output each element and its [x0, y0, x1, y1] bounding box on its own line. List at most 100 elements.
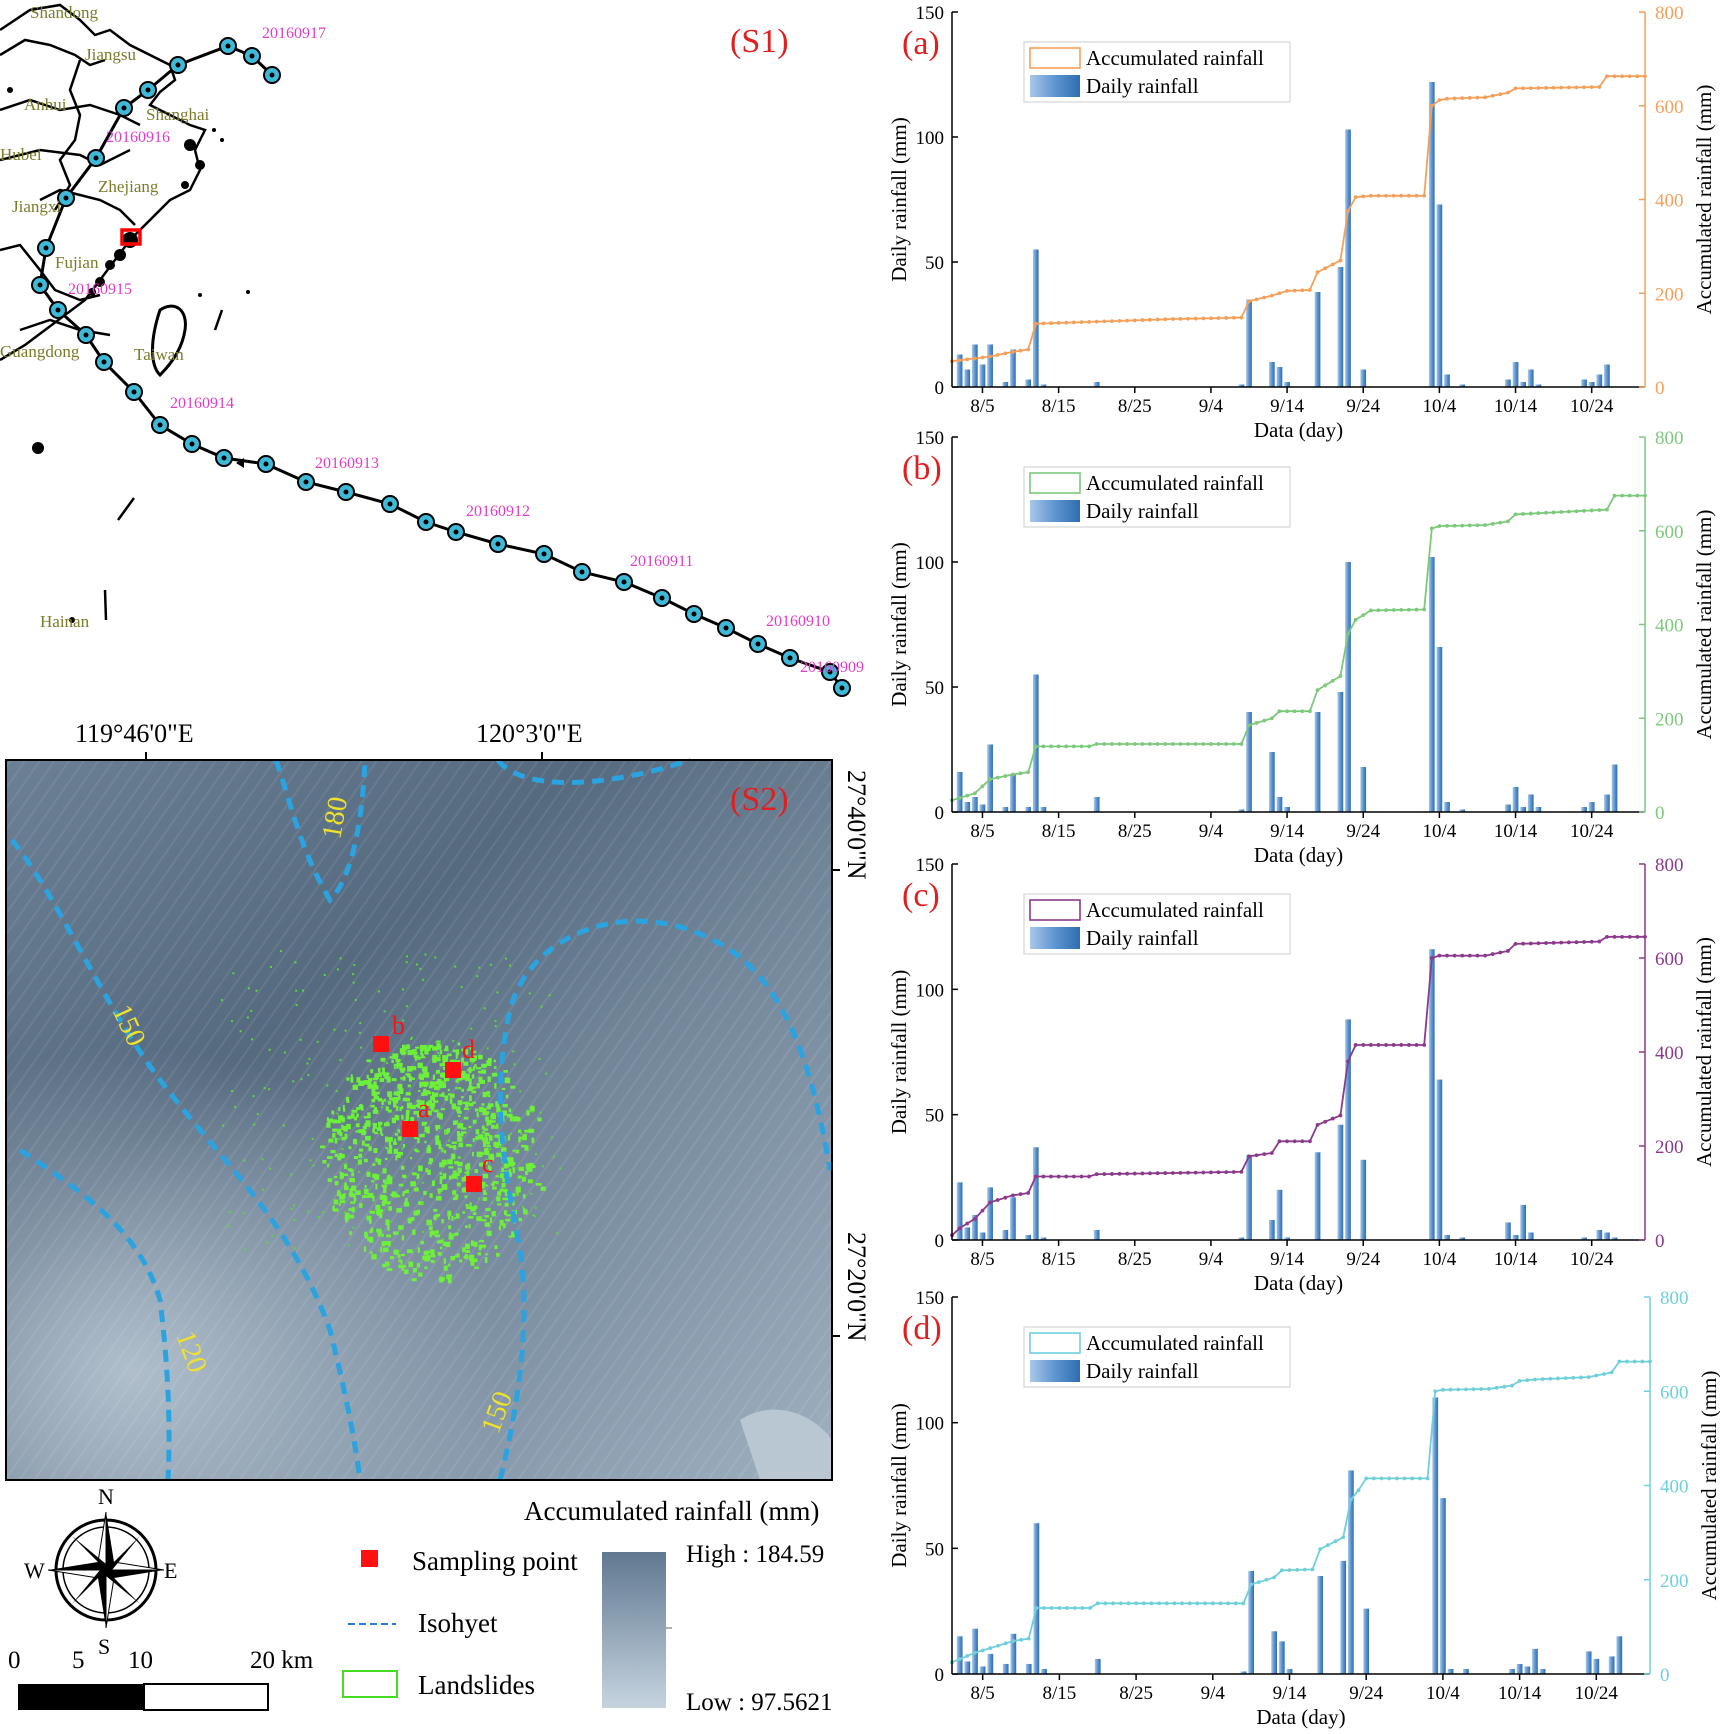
accumulated-rainfall-point	[1272, 1575, 1277, 1580]
province-label: Hainan	[40, 612, 90, 631]
legend-line-symbol	[1029, 1332, 1081, 1354]
sampling-point-c	[466, 1176, 482, 1192]
y-right-tick-label: 0	[1655, 378, 1665, 399]
accumulated-rainfall-point	[1134, 1601, 1138, 1606]
map-legend: N E S W 0 5 10 20 km Accumulated rainfal…	[8, 1484, 833, 1716]
daily-rainfall-bar	[1436, 1079, 1443, 1240]
accumulated-rainfall-point	[1209, 1170, 1213, 1175]
accumulated-rainfall-point	[1609, 1370, 1614, 1375]
accumulated-rainfall-point	[1254, 1153, 1259, 1158]
daily-rainfall-bar	[1010, 1633, 1017, 1674]
accumulated-rainfall-point	[1308, 709, 1312, 714]
accumulated-rainfall-point	[1110, 742, 1114, 746]
x-axis-title: Data (day)	[1254, 418, 1343, 442]
x-tick-label: 9/14	[1270, 1249, 1304, 1270]
accumulated-rainfall-point	[1269, 293, 1274, 298]
x-tick-label: 10/4	[1422, 1249, 1456, 1270]
accumulated-rainfall-point	[1094, 1172, 1099, 1177]
daily-rainfall-bar	[1278, 1641, 1285, 1674]
accumulated-rainfall-point	[1285, 709, 1289, 714]
chart-legend: Accumulated rainfall Daily rainfall	[1023, 466, 1291, 528]
accumulated-rainfall-point	[980, 784, 985, 789]
daily-rainfall-bar	[1524, 1666, 1531, 1674]
y-right-tick-label: 0	[1655, 803, 1665, 824]
daily-rainfall-bar	[1268, 752, 1275, 812]
accumulated-rainfall-point	[1559, 510, 1564, 514]
y-right-tick-label: 400	[1660, 1477, 1689, 1498]
accumulated-rainfall-point	[1102, 319, 1107, 324]
accumulated-rainfall-point	[1277, 1139, 1282, 1144]
accumulated-rainfall-point	[972, 791, 977, 796]
accumulated-rainfall-point	[1231, 315, 1236, 320]
x-tick-label: 8/5	[970, 396, 994, 417]
accumulated-rainfall-line	[951, 75, 1645, 363]
study-area-map: 119°46'0"E 120°3'0"E 180 150 150 120	[5, 719, 871, 1481]
accumulated-rainfall-point	[1132, 1171, 1137, 1176]
accumulated-rainfall-point	[965, 357, 970, 362]
y-left-tick-label: 0	[935, 803, 945, 824]
accumulated-rainfall-point	[1506, 90, 1510, 95]
track-date-labels: 20160917 20160916 20160915 20160914 2016…	[68, 25, 864, 676]
y-right-tick-label: 200	[1655, 284, 1684, 305]
daily-rainfall-bar	[1360, 767, 1367, 812]
accumulated-rainfall-point	[1452, 523, 1457, 528]
daily-rainfall-bar	[971, 344, 978, 387]
daily-rainfall-bar	[979, 804, 986, 812]
daily-rainfall-bar	[1516, 1663, 1523, 1674]
province-label: Jiangsu	[85, 45, 137, 64]
x-tick-label: 9/4	[1199, 396, 1224, 417]
accumulated-rainfall-point	[1231, 1170, 1236, 1174]
sampling-point-a	[402, 1121, 418, 1137]
accumulated-rainfall-point	[1094, 319, 1099, 324]
accumulated-rainfall-point	[1285, 1139, 1289, 1144]
accumulated-rainfall-point	[1249, 1582, 1254, 1587]
isohyets	[10, 757, 833, 1481]
isohyet-legend-label: Isohyet	[418, 1608, 498, 1638]
y-left-axis-title: Daily rainfall (mm)	[887, 117, 911, 281]
accumulated-rainfall-point	[1551, 940, 1556, 945]
accumulated-rainfall-point	[1356, 1488, 1361, 1493]
province-label: Hubei	[0, 145, 42, 164]
accumulated-rainfall-point	[1467, 953, 1472, 958]
daily-rainfall-bar	[1010, 774, 1016, 812]
accumulated-rainfall-point	[988, 1646, 993, 1650]
accumulated-rainfall-point	[1216, 1170, 1221, 1175]
accumulated-rainfall-point	[1111, 1601, 1115, 1606]
x-tick-label: 10/24	[1575, 1683, 1619, 1704]
y-right-axis-title: Accumulated rainfall (mm)	[1692, 85, 1716, 315]
accumulated-rainfall-point	[1315, 688, 1320, 693]
daily-rainfall-bar	[1512, 787, 1519, 812]
daily-rainfall-bar	[1585, 1651, 1592, 1674]
daily-rainfall-bar	[1363, 1608, 1370, 1674]
daily-rainfall-bar	[1314, 1152, 1321, 1240]
y-right-axis-title: Accumulated rainfall (mm)	[1692, 937, 1716, 1167]
sampling-point-d	[445, 1062, 461, 1078]
daily-rainfall-bar	[1284, 807, 1290, 812]
accumulated-rainfall-point	[1536, 941, 1541, 946]
accumulated-rainfall-line	[951, 494, 1645, 802]
y-left-tick-label: 50	[925, 1106, 944, 1127]
accumulated-rainfall-point	[965, 1221, 970, 1226]
accumulated-rainfall-point	[1513, 86, 1518, 91]
accumulated-rainfall-point	[1627, 934, 1632, 939]
accumulated-rainfall-point	[1056, 744, 1061, 749]
legend-line-symbol	[1029, 899, 1081, 921]
accumulated-rainfall-point	[1011, 1193, 1015, 1198]
accumulated-rainfall-point	[980, 1648, 985, 1653]
panel-label-s2: (S2)	[730, 781, 789, 818]
accumulated-rainfall-point	[1125, 318, 1130, 323]
accumulated-rainfall-point	[1110, 319, 1114, 324]
track-date-label: 20160912	[466, 503, 530, 520]
province-label: Jiangxi	[12, 197, 61, 216]
daily-rainfall-bar	[1532, 1648, 1538, 1674]
accumulated-rainfall-point	[1170, 1171, 1175, 1175]
accumulated-rainfall-point	[1353, 1043, 1358, 1047]
accumulated-rainfall-point	[1425, 1476, 1430, 1481]
accumulated-rainfall-point	[1003, 1641, 1008, 1646]
accumulated-rainfall-point	[1605, 934, 1609, 939]
y-right-tick-label: 600	[1655, 97, 1684, 118]
daily-rainfall-bar	[1345, 1019, 1351, 1240]
y-right-tick-label: 400	[1655, 1043, 1684, 1064]
accumulated-rainfall-point	[1041, 321, 1046, 326]
lat-label: 27°40'0"N	[842, 770, 871, 880]
